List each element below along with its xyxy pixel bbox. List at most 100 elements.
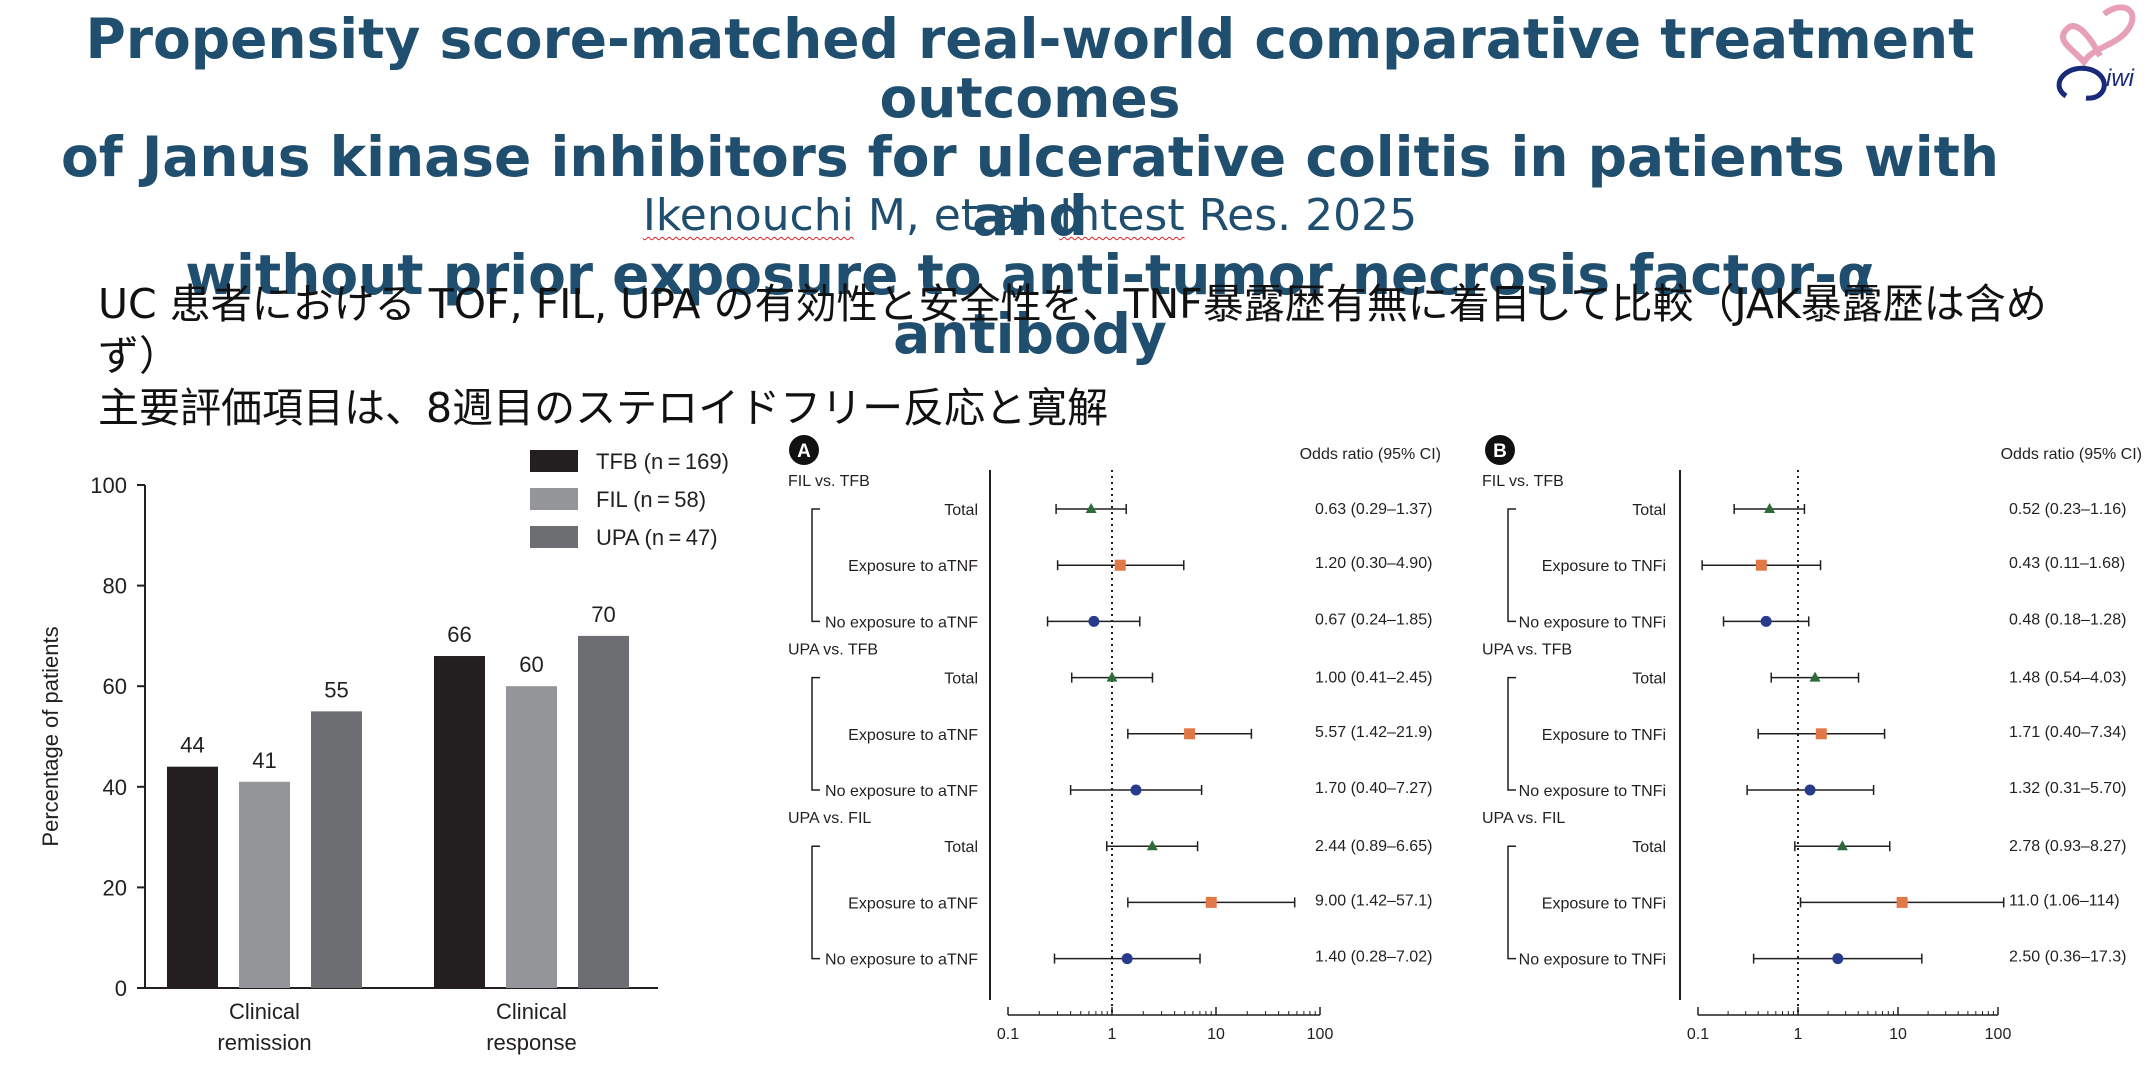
citation-author: Ikenouchi [642, 190, 854, 241]
x-tick-label: 10 [1889, 1026, 1907, 1043]
summary-line: 主要評価項目は、8週目のステロイドフリー反応と寛解 [98, 384, 1109, 432]
panel-badge [1485, 435, 1515, 465]
group-bracket [1507, 845, 1516, 960]
odds-ratio-text: 5.57 (1.42–21.9) [1315, 724, 1432, 741]
x-category-label: Clinical [229, 999, 300, 1024]
group-bracket [1507, 508, 1516, 623]
x-tick-label: 100 [1307, 1026, 1334, 1043]
odds-ratio-text: 0.52 (0.23–1.16) [2009, 501, 2126, 518]
panel-badge [789, 435, 819, 465]
group-label: UPA vs. TFB [1482, 642, 1572, 659]
row-label: Exposure to TNFi [1542, 895, 1666, 912]
y-tick-label: 20 [103, 875, 127, 900]
point-estimate [1804, 784, 1816, 796]
y-tick-label: 80 [103, 574, 127, 599]
odds-ratio-text: 1.71 (0.40–7.34) [2009, 724, 2126, 741]
forest-plot-b: B Odds ratio (95% CI) 0.1 1 10 100 FIL vs. TFB… [1482, 435, 2142, 1043]
point-estimate [1205, 896, 1217, 908]
column-header: Odds ratio (95% CI) [1300, 446, 1441, 463]
bar-value-label: 60 [519, 652, 543, 677]
row-label: No exposure to aTNF [825, 783, 978, 800]
group-bracket [811, 676, 820, 791]
column-header: Odds ratio (95% CI) [2001, 446, 2142, 463]
slide-title: Propensity score-matched real-world comp… [40, 10, 2020, 364]
odds-ratio-text: 2.44 (0.89–6.65) [1315, 838, 1432, 855]
point-estimate [1121, 953, 1133, 965]
bar [578, 635, 629, 988]
group-label: FIL vs. TFB [1482, 473, 1564, 490]
x-tick-label: 10 [1207, 1026, 1225, 1043]
point-estimate [1764, 503, 1776, 513]
group-label: UPA vs. TFB [788, 642, 878, 659]
title-line: Propensity score-matched real-world comp… [85, 7, 1975, 130]
row-label: Total [944, 502, 978, 519]
legend-swatch [530, 526, 578, 548]
odds-ratio-text: 0.43 (0.11–1.68) [2009, 555, 2125, 572]
y-tick-label: 0 [115, 976, 127, 1001]
panel-letter: B [1493, 441, 1507, 462]
row-label: No exposure to TNFi [1519, 783, 1666, 800]
citation-mid: M, et al. [853, 190, 1060, 241]
citation-rest: Res. 2025 [1184, 190, 1418, 241]
odds-ratio-text: 2.50 (0.36–17.3) [2009, 949, 2126, 966]
point-estimate [1184, 728, 1196, 740]
group-bracket [811, 845, 820, 960]
logo-ribbon-navy [2056, 65, 2107, 101]
bar [239, 781, 290, 988]
legend-label: TFB (n = 169) [596, 449, 729, 474]
row-label: Total [1632, 502, 1666, 519]
odds-ratio-text: 9.00 (1.42–57.1) [1315, 892, 1432, 909]
legend-swatch [530, 488, 578, 510]
row-label: Total [1632, 839, 1666, 856]
x-tick-label: 1 [1794, 1026, 1803, 1043]
row-label: No exposure to TNFi [1519, 952, 1666, 969]
row-label: Total [1632, 671, 1666, 688]
row-label: Exposure to aTNF [848, 895, 978, 912]
y-tick-label: 60 [103, 674, 127, 699]
logo-ribbon-pink [2059, 4, 2136, 68]
bar-value-label: 55 [324, 677, 348, 702]
row-label: Total [944, 671, 978, 688]
odds-ratio-text: 11.0 (1.06–114) [2009, 892, 2120, 909]
brand-logo: iwi [2056, 4, 2136, 101]
group-label: UPA vs. FIL [1482, 810, 1565, 827]
row-label: Total [944, 839, 978, 856]
point-estimate [1106, 671, 1118, 682]
point-estimate [1815, 728, 1827, 740]
point-estimate [1755, 559, 1767, 571]
row-label: No exposure to aTNF [825, 952, 978, 969]
row-label: No exposure to TNFi [1519, 614, 1666, 631]
odds-ratio-text: 1.40 (0.28–7.02) [1315, 949, 1432, 966]
odds-ratio-text: 0.63 (0.29–1.37) [1315, 501, 1432, 518]
summary-line: UC 患者における TOF, FIL, UPA の有効性と安全性を、TNF暴露歴… [98, 280, 2047, 380]
odds-ratio-text: 1.32 (0.31–5.70) [2009, 780, 2126, 797]
bar [167, 766, 218, 988]
logo-text: iwi [2106, 65, 2135, 92]
row-label: Exposure to TNFi [1542, 558, 1666, 575]
odds-ratio-text: 1.20 (0.30–4.90) [1315, 555, 1432, 572]
point-estimate [1836, 840, 1848, 851]
bar-value-label: 70 [591, 602, 615, 627]
group-bracket [1507, 676, 1516, 791]
odds-ratio-text: 0.48 (0.18–1.28) [2009, 611, 2126, 628]
odds-ratio-text: 2.78 (0.93–8.27) [2009, 838, 2126, 855]
y-axis-label: Percentage of patients [38, 626, 63, 846]
point-estimate [1832, 953, 1844, 965]
citation-journal: Intest [1059, 190, 1185, 241]
bar [434, 656, 485, 988]
row-label: No exposure to aTNF [825, 614, 978, 631]
group-label: FIL vs. TFB [788, 473, 870, 490]
point-estimate [1809, 671, 1821, 682]
row-label: Exposure to aTNF [848, 727, 978, 744]
row-label: Exposure to aTNF [848, 558, 978, 575]
bar-chart: 0 20 40 60 80 100 Percentage of patients 44 41 55… [38, 449, 729, 1055]
point-estimate [1896, 896, 1908, 908]
y-tick-label: 40 [103, 775, 127, 800]
x-category-label: response [486, 1030, 577, 1055]
x-category-label: remission [217, 1030, 311, 1055]
odds-ratio-text: 1.48 (0.54–4.03) [2009, 670, 2126, 687]
odds-ratio-text: 0.67 (0.24–1.85) [1315, 611, 1432, 628]
y-tick-label: 100 [90, 473, 127, 498]
point-estimate [1760, 615, 1772, 627]
bar-value-label: 44 [180, 733, 204, 758]
